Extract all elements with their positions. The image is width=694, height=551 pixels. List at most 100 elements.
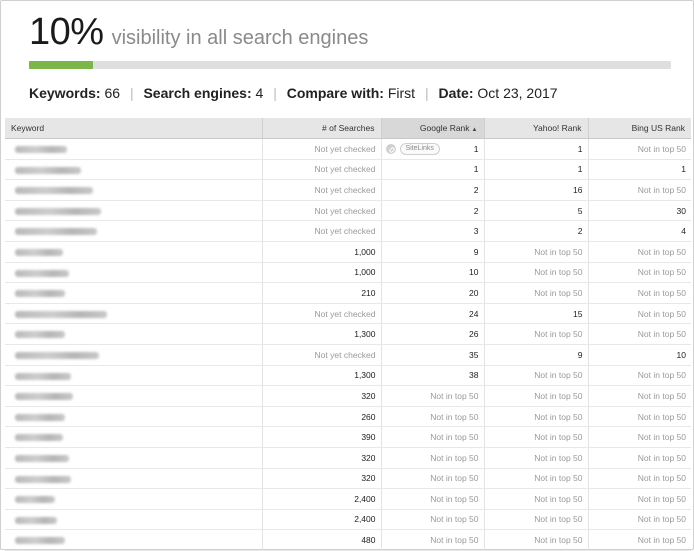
yahoo-rank-cell: 1 <box>483 138 588 160</box>
google-rank-cell-value: 10 <box>469 267 479 278</box>
bing-rank-cell-value: Not in top 50 <box>637 143 686 154</box>
bing-rank-cell-value: Not in top 50 <box>637 535 686 546</box>
table-row[interactable]: Not yet checked 24 15 Not in top 50 <box>5 303 691 325</box>
bing-rank-cell: Not in top 50 <box>587 323 691 345</box>
searches-cell: 1,300 <box>261 365 381 387</box>
yahoo-rank-cell-value: Not in top 50 <box>534 390 583 401</box>
keyword-cell <box>5 262 262 284</box>
yahoo-rank-cell: Not in top 50 <box>483 241 588 263</box>
google-rank-cell: Not in top 50 <box>380 509 484 531</box>
keyword-cell <box>5 323 262 345</box>
keyword-cell <box>5 344 262 366</box>
column-header-google-rank[interactable]: Google Rank ▲ <box>380 118 484 139</box>
bing-rank-cell: Not in top 50 <box>587 509 691 531</box>
bing-rank-cell: Not in top 50 <box>587 529 691 551</box>
keyword-cell <box>5 365 262 387</box>
bing-rank-cell: 30 <box>587 200 691 222</box>
google-rank-cell-value: 2 <box>473 184 479 195</box>
searches-cell: Not yet checked <box>261 220 381 242</box>
column-header-searches[interactable]: # of Searches <box>261 118 381 139</box>
sitelinks-indicator[interactable]: SiteLinks <box>385 143 440 155</box>
table-row[interactable]: 320 Not in top 50 Not in top 50 Not in top … <box>5 385 691 407</box>
google-rank-cell: Not in top 50 <box>380 468 484 490</box>
keyword-cell <box>5 220 262 242</box>
bing-rank-cell: Not in top 50 <box>587 385 691 407</box>
table-row[interactable]: 390 Not in top 50 Not in top 50 Not in top … <box>5 426 691 448</box>
yahoo-rank-cell-value: Not in top 50 <box>534 432 583 443</box>
google-rank-cell-value: 9 <box>473 246 479 257</box>
table-row[interactable]: Not yet checked 1 1 1 <box>5 159 691 181</box>
google-rank-cell-value: 3 <box>473 226 479 237</box>
searches-cell: 2,400 <box>261 488 381 510</box>
yahoo-rank-cell-value: Not in top 50 <box>534 287 583 298</box>
table-header: Keyword # of Searches Google Rank ▲ Yahoo… <box>5 118 691 139</box>
keyword-cell <box>5 303 262 325</box>
searches-cell-value: 2,400 <box>354 493 376 504</box>
report-summary: Keywords: 66 | Search engines: 4 | Compa… <box>29 85 558 101</box>
google-rank-cell: Not in top 50 <box>380 426 484 448</box>
keyword-cell <box>5 468 262 490</box>
summary-divider: | <box>129 85 134 101</box>
table-row[interactable]: 320 Not in top 50 Not in top 50 Not in top … <box>5 468 691 490</box>
table-row[interactable]: 1,300 26 Not in top 50 Not in top 50 <box>5 323 691 345</box>
redacted-keyword <box>15 434 63 442</box>
table-row[interactable]: Not yet checked 3 2 4 <box>5 220 691 242</box>
google-rank-cell-value: 1 <box>473 143 479 154</box>
google-rank-cell-value: 38 <box>469 370 479 381</box>
yahoo-rank-cell: 16 <box>483 179 588 201</box>
keyword-cell <box>5 488 262 510</box>
searches-cell: Not yet checked <box>261 159 381 181</box>
column-header-keyword[interactable]: Keyword <box>5 118 262 139</box>
yahoo-rank-cell: Not in top 50 <box>483 488 588 510</box>
searches-cell-value: 390 <box>361 432 376 443</box>
bing-rank-cell-value: 10 <box>676 349 686 360</box>
table-row[interactable]: Not yet checked 35 9 10 <box>5 344 691 366</box>
table-row[interactable]: Not yet checked SiteLinks 1 1 Not in top 50 <box>5 138 691 160</box>
bing-rank-cell: Not in top 50 <box>587 179 691 201</box>
searches-cell: 2,400 <box>261 509 381 531</box>
table-row[interactable]: 480 Not in top 50 Not in top 50 Not in top … <box>5 529 691 551</box>
yahoo-rank-cell: 5 <box>483 200 588 222</box>
google-rank-cell: 3 <box>380 220 484 242</box>
table-row[interactable]: 1,000 10 Not in top 50 Not in top 50 <box>5 262 691 284</box>
table-row[interactable]: 2,400 Not in top 50 Not in top 50 Not in to… <box>5 488 691 510</box>
google-rank-cell: Not in top 50 <box>380 529 484 551</box>
keyword-cell <box>5 385 262 407</box>
table-row[interactable]: 260 Not in top 50 Not in top 50 Not in top … <box>5 406 691 428</box>
google-rank-cell: 2 <box>380 200 484 222</box>
table-row[interactable]: Not yet checked 2 16 Not in top 50 <box>5 179 691 201</box>
column-header-yahoo-rank[interactable]: Yahoo! Rank <box>483 118 588 139</box>
redacted-keyword <box>15 228 97 236</box>
sort-ascending-icon: ▲ <box>471 127 478 133</box>
bing-rank-cell-value: Not in top 50 <box>637 432 686 443</box>
redacted-keyword <box>15 146 67 154</box>
google-rank-cell: 10 <box>380 262 484 284</box>
table-row[interactable]: 1,300 38 Not in top 50 Not in top 50 <box>5 365 691 387</box>
table-row[interactable]: 210 20 Not in top 50 Not in top 50 <box>5 282 691 304</box>
bing-rank-cell-value: Not in top 50 <box>637 493 686 504</box>
table-row[interactable]: 2,400 Not in top 50 Not in top 50 Not in to… <box>5 509 691 531</box>
google-rank-cell-value: Not in top 50 <box>430 411 479 422</box>
searches-cell-value: Not yet checked <box>314 308 376 319</box>
column-header-bing-rank[interactable]: Bing US Rank <box>587 118 691 139</box>
searches-cell-value: 1,300 <box>354 329 376 340</box>
compare-value: First <box>387 85 416 101</box>
yahoo-rank-cell: 15 <box>483 303 588 325</box>
google-rank-cell-value: 20 <box>469 287 479 298</box>
searches-cell: 1,000 <box>261 262 381 284</box>
table-row[interactable]: Not yet checked 2 5 30 <box>5 200 691 222</box>
yahoo-rank-cell: Not in top 50 <box>483 282 588 304</box>
searches-cell-value: 2,400 <box>354 514 376 525</box>
searches-cell-value: 1,000 <box>354 246 376 257</box>
google-rank-cell-value: Not in top 50 <box>430 390 479 401</box>
redacted-keyword <box>15 393 73 401</box>
searches-cell: 210 <box>261 282 381 304</box>
redacted-keyword <box>15 166 81 174</box>
yahoo-rank-cell: Not in top 50 <box>483 447 588 469</box>
table-row[interactable]: 1,000 9 Not in top 50 Not in top 50 <box>5 241 691 263</box>
yahoo-rank-cell-value: Not in top 50 <box>534 535 583 546</box>
redacted-keyword <box>15 537 65 545</box>
table-row[interactable]: 320 Not in top 50 Not in top 50 Not in top … <box>5 447 691 469</box>
bing-rank-cell-value: Not in top 50 <box>637 370 686 381</box>
